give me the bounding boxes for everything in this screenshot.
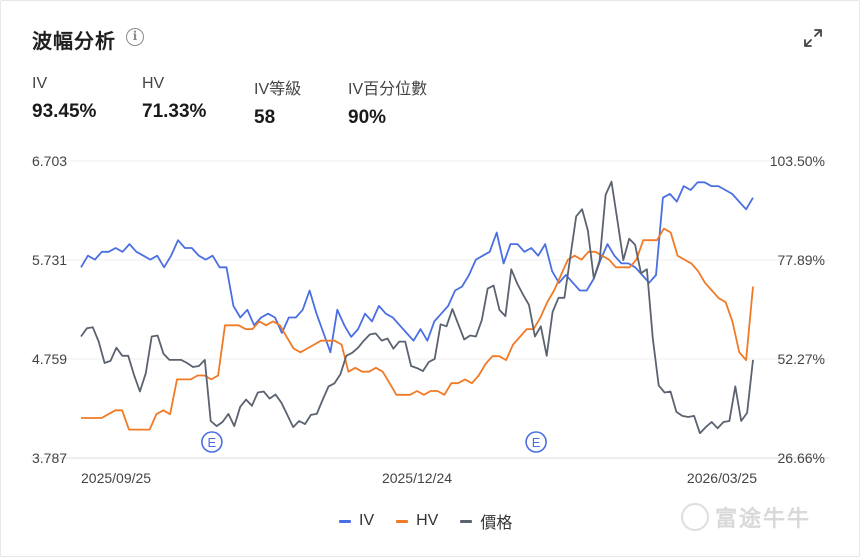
metric-iv-percentile-value: 90% [348, 107, 387, 128]
metric-iv-label: IV [32, 75, 48, 92]
y-left-tick-label: 6.703 [32, 153, 67, 169]
metric-iv-rank-value: 58 [254, 107, 276, 128]
earnings-marker [201, 431, 223, 453]
y-right-tick-label: 26.66% [778, 450, 825, 466]
chart-legend: IV HV 價格 [339, 509, 512, 533]
legend-label-hv: HV [416, 512, 439, 529]
y-right-tick-label: 77.89% [778, 252, 825, 268]
legend-item-hv[interactable]: HV [396, 509, 438, 533]
y-right-tick-label: 52.27% [778, 351, 825, 367]
legend-swatch-hv [396, 519, 409, 523]
legend-item-price[interactable]: 價格 [460, 509, 512, 533]
futu-logo-icon [681, 503, 709, 531]
earnings-marker-label: E [532, 435, 541, 450]
metric-iv-value: 93.45% [32, 101, 97, 122]
expand-icon[interactable] [802, 27, 824, 49]
legend-label-price: 價格 [480, 515, 513, 532]
watermark-text: 富途牛牛 [715, 506, 812, 531]
metric-hv: HV 71.33% [142, 75, 206, 123]
legend-swatch-price [460, 519, 473, 523]
metric-iv-rank-label: IV等級 [254, 81, 302, 98]
earnings-marker-label: E [208, 435, 217, 450]
x-tick-label: 2026/03/25 [687, 470, 757, 486]
x-tick-label: 2025/12/24 [382, 470, 452, 486]
metric-hv-label: HV [142, 75, 165, 92]
y-left-tick-label: 3.787 [32, 450, 67, 466]
legend-label-iv: IV [359, 512, 375, 529]
series-line-price [80, 180, 754, 435]
metric-iv-rank: IV等級 58 [254, 75, 301, 129]
y-left-tick-label: 4.759 [32, 351, 67, 367]
volatility-chart: 6.703 103.50% 5.731 77.89% 4.759 52.27% 3.787 2… [31, 153, 829, 486]
legend-item-iv[interactable]: IV [339, 509, 374, 533]
metric-iv: IV 93.45% [32, 75, 96, 123]
y-left-tick-label: 5.731 [32, 252, 67, 268]
earnings-marker [525, 431, 547, 453]
legend-swatch-iv [339, 519, 351, 523]
series-line-hv [81, 227, 754, 431]
card-title: 波幅分析 [32, 31, 116, 53]
y-right-tick-label: 103.50% [770, 153, 825, 169]
info-icon[interactable]: i [126, 28, 144, 46]
metric-hv-value: 71.33% [142, 101, 207, 122]
x-tick-label: 2025/09/25 [81, 470, 151, 486]
metric-iv-percentile-label: IV百分位數 [348, 81, 428, 98]
futu-watermark: 富途牛牛 [681, 501, 811, 533]
metric-iv-percentile: IV百分位數 90% [348, 75, 427, 129]
